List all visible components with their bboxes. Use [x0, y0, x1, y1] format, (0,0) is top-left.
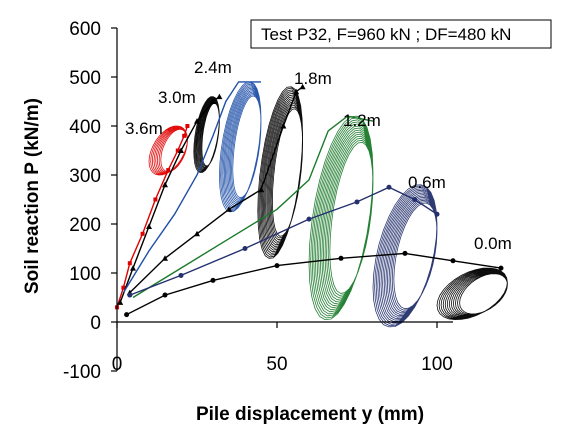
depth-labels-layer: 3.6m 3.0m 2.4m 1.8m 1.2m 0.6m 0.0m [125, 58, 512, 253]
y-tick-label: 300 [69, 166, 101, 187]
data-point-marker [293, 88, 300, 95]
data-point-marker [194, 118, 200, 124]
data-point-marker [434, 211, 440, 217]
series-cycle-loops [436, 267, 508, 321]
series-cycle-loops [218, 81, 262, 213]
x-tick-label: 50 [266, 354, 287, 375]
data-point-marker [338, 255, 344, 261]
depth-label-3.0m: 3.0m [158, 88, 196, 107]
data-point-marker [178, 147, 184, 153]
data-point-marker [146, 223, 152, 229]
data-point-marker [386, 184, 392, 190]
data-point-marker [354, 199, 360, 205]
depth-label-1.8m: 1.8m [294, 69, 332, 88]
data-point-marker [412, 197, 418, 202]
depth-label-0.0m: 0.0m [474, 234, 512, 253]
data-point-marker [210, 277, 216, 283]
y-tick-label: 200 [69, 215, 101, 236]
data-point-marker [124, 312, 130, 318]
data-point-marker [153, 197, 158, 202]
y-tick-label: -100 [63, 362, 101, 383]
legend-box [250, 19, 552, 49]
data-point-marker [258, 186, 264, 193]
data-point-marker [306, 216, 312, 222]
x-tick-label: 0 [112, 354, 123, 375]
y-tick-label: 600 [69, 19, 101, 40]
x-axis-title: Pile displacement y (mm) [196, 404, 424, 425]
data-point-marker [498, 265, 504, 271]
data-point-marker [162, 181, 168, 188]
y-tick-label: 100 [69, 264, 101, 285]
series-cycle-loops [308, 115, 374, 321]
ticks-layer: 600 500 400 300 200 100 0 -100 0 50 100 [63, 19, 453, 383]
data-point-marker [166, 168, 171, 173]
series-backbone-line [132, 115, 374, 299]
data-point-marker [450, 258, 456, 264]
data-point-marker [242, 246, 248, 251]
data-point-marker [210, 98, 216, 104]
depth-label-3.6m: 3.6m [125, 119, 163, 138]
data-point-marker [117, 299, 124, 305]
y-tick-label: 0 [90, 313, 101, 334]
series-cycle-loops [148, 125, 188, 176]
data-point-marker [127, 261, 132, 266]
data-point-marker [185, 124, 190, 128]
series-cycle-loops [257, 86, 304, 259]
data-point-marker [175, 148, 180, 153]
data-point-marker [226, 206, 232, 212]
data-point-marker [162, 292, 168, 298]
series-backbone-line [126, 252, 502, 316]
data-point-marker [182, 133, 187, 138]
x-tick-label: 100 [421, 354, 453, 375]
depth-label-2.4m: 2.4m [194, 58, 232, 77]
series-cycle-loops [372, 184, 438, 328]
y-axis-title: Soil reaction P (kN/m) [22, 98, 43, 294]
data-point-marker [121, 285, 126, 290]
data-point-marker [140, 231, 145, 236]
series-2.4m [122, 81, 262, 293]
data-point-marker [130, 265, 136, 271]
series-0.6m [127, 184, 440, 328]
depth-label-0.6m: 0.6m [408, 173, 446, 192]
data-point-marker [280, 123, 287, 129]
series-1.2m [132, 115, 374, 321]
series-3.0m [117, 93, 223, 305]
depth-label-1.2m: 1.2m [343, 111, 381, 130]
y-tick-label: 400 [69, 117, 101, 138]
data-point-marker [127, 292, 133, 298]
data-point-marker [178, 272, 184, 278]
chart-title: Test P32, F=960 kN ; DF=480 kN [261, 25, 511, 44]
data-point-marker [274, 263, 280, 269]
data-point-marker [402, 250, 408, 256]
series-backbone-line [122, 81, 261, 293]
data-point-marker [162, 255, 168, 261]
series-0.0m [124, 250, 508, 321]
data-point-marker [194, 230, 200, 237]
data-point-marker [216, 93, 223, 100]
y-tick-label: 500 [69, 68, 101, 89]
data-point-marker [299, 83, 306, 90]
